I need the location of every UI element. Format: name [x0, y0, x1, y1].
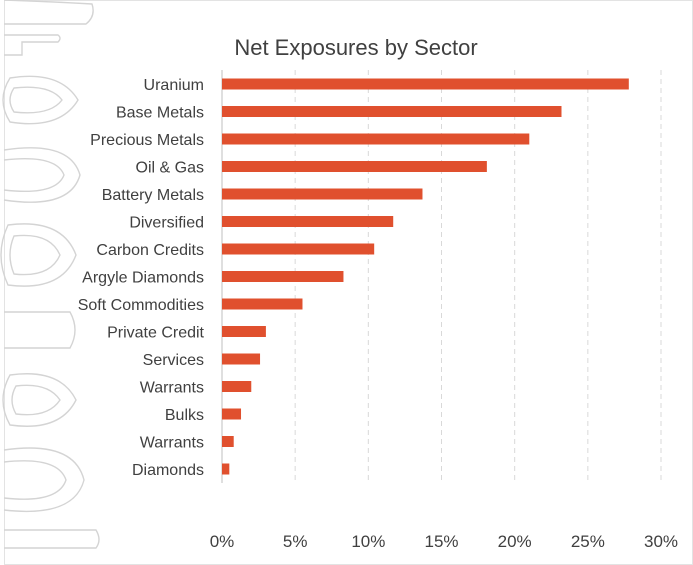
bars: [222, 78, 629, 475]
x-tick-label: 5%: [283, 532, 308, 551]
bar: [222, 133, 530, 145]
category-label: Diamonds: [132, 462, 204, 479]
category-label: Private Credit: [107, 325, 204, 342]
bar: [222, 161, 487, 172]
x-tick-label: 20%: [498, 532, 532, 551]
category-labels: Uranium Base Metals Precious Metals Oil & G…: [78, 77, 205, 479]
x-tick-label: 0%: [210, 532, 235, 551]
category-label: Battery Metals: [102, 187, 204, 204]
category-label: Warrants: [140, 380, 204, 397]
category-label: Precious Metals: [90, 132, 204, 149]
x-tick-label: 10%: [351, 532, 385, 551]
bar: [222, 216, 394, 227]
category-label: Argyle Diamonds: [82, 270, 204, 287]
x-tick-label: 25%: [571, 532, 605, 551]
bar: [222, 326, 266, 337]
x-tick-label: 30%: [644, 532, 678, 551]
bar: [222, 298, 303, 310]
bar: [222, 271, 344, 282]
chart-title: Net Exposures by Sector: [234, 35, 477, 60]
category-label: Bulks: [165, 407, 204, 424]
category-label: Oil & Gas: [136, 160, 204, 177]
bar: [222, 106, 562, 117]
bar: [222, 463, 230, 475]
bar: [222, 353, 261, 365]
category-label: Uranium: [144, 77, 204, 94]
bar: [222, 381, 252, 392]
category-label: Base Metals: [116, 105, 204, 122]
bar: [222, 243, 375, 255]
category-label: Services: [143, 352, 204, 369]
category-label: Carbon Credits: [96, 242, 204, 259]
category-label: Soft Commodities: [78, 297, 204, 314]
bar: [222, 408, 242, 420]
category-label: Warrants: [140, 435, 204, 452]
bar: [222, 78, 629, 90]
watermark-logo: [0, 0, 100, 549]
bar: [222, 188, 423, 200]
category-label: Diversified: [129, 215, 204, 232]
x-tick-label: 15%: [424, 532, 458, 551]
x-tick-labels: 0% 5% 10% 15% 20% 25% 30%: [210, 532, 678, 551]
bar: [222, 436, 234, 447]
